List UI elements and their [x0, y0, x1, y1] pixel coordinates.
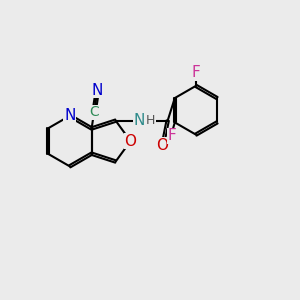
Text: O: O	[124, 134, 136, 148]
Text: C: C	[89, 105, 99, 119]
Text: O: O	[156, 137, 168, 152]
Text: F: F	[191, 65, 200, 80]
Text: F: F	[167, 128, 176, 143]
Text: N: N	[134, 112, 145, 128]
Text: N: N	[92, 83, 103, 98]
Text: N: N	[64, 108, 75, 123]
Text: H: H	[146, 113, 155, 127]
